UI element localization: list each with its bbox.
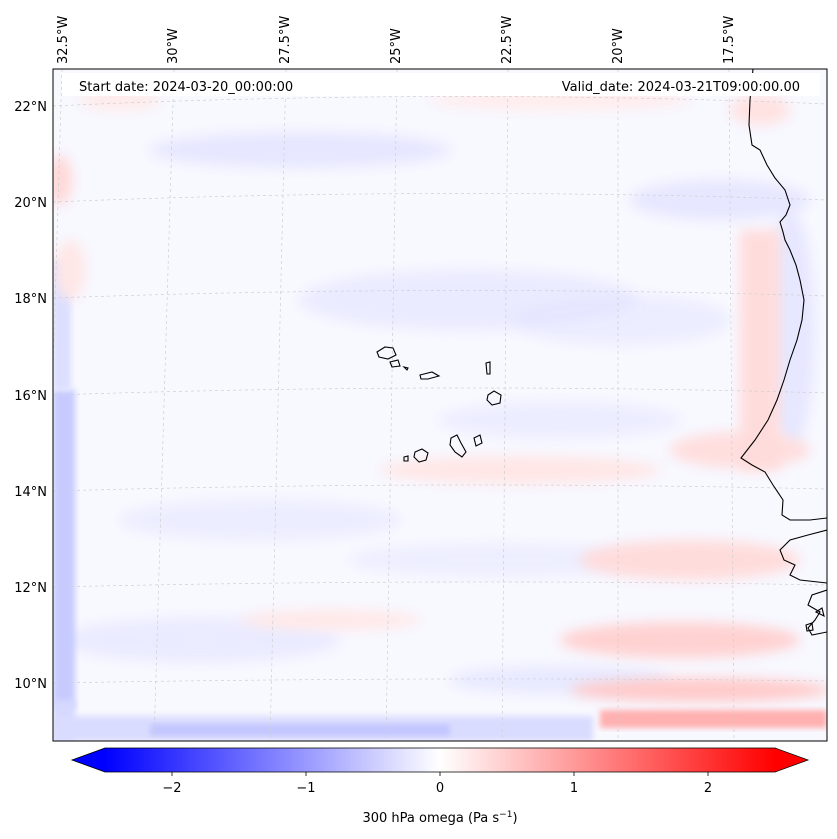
lon-label-20: 20°W xyxy=(611,28,626,64)
colorbar-extend-high xyxy=(775,748,808,772)
island-santa-luzia xyxy=(402,365,409,371)
colorbar-outline xyxy=(70,747,810,773)
gridline-lon-30 xyxy=(153,69,175,741)
bottom-right-positive-strip xyxy=(600,710,827,728)
lat-label-12: 12°N xyxy=(14,581,47,596)
island-boa-vista xyxy=(486,390,502,406)
island-sal xyxy=(485,361,491,375)
colorbar: −2 −1 0 1 2 300 hPa omega (Pa s−1) xyxy=(70,747,810,826)
lat-label-10: 10°N xyxy=(14,677,47,692)
start-date-label: Start date: 2024-03-20_00:00:00 xyxy=(79,80,293,95)
coastlines xyxy=(740,69,827,636)
island-fogo xyxy=(413,448,429,463)
gridline-lat-12 xyxy=(53,581,827,588)
lon-label-17-5: 17.5°W xyxy=(722,16,737,64)
bissagos-island xyxy=(814,607,825,618)
bijagos-island-2 xyxy=(805,622,814,632)
gridline-lon-17-5 xyxy=(728,69,735,741)
gridline-lat-16 xyxy=(53,387,827,396)
colorbar-title-exponent: −1 xyxy=(499,810,512,820)
gridline-lat-10 xyxy=(53,678,827,684)
lat-label-22: 22°N xyxy=(14,100,47,115)
gridline-lat-18 xyxy=(53,290,827,299)
lon-label-27-5: 27.5°W xyxy=(278,16,293,64)
africa-coastline-islands xyxy=(807,589,827,636)
colorbar-ticks xyxy=(171,772,709,776)
gridline-lat-20 xyxy=(53,193,827,203)
lon-label-22-5: 22.5°W xyxy=(500,16,515,64)
colorbar-title-close: ) xyxy=(512,811,517,826)
cape-verde-islands xyxy=(376,346,502,463)
lat-label-18: 18°N xyxy=(14,292,47,307)
island-sao-vicente xyxy=(389,359,401,368)
lat-label-20: 20°N xyxy=(14,196,47,211)
gridline-lon-25 xyxy=(385,69,398,741)
island-santo-antao xyxy=(376,346,397,360)
map-frame xyxy=(52,68,828,742)
left-boundary-strip xyxy=(53,390,75,710)
colorbar-title-main: 300 hPa omega (Pa s xyxy=(362,811,499,826)
lon-label-25: 25°W xyxy=(389,28,404,64)
omega-negative-patches xyxy=(60,132,815,694)
gridline-lat-14 xyxy=(53,484,827,492)
colorbar-extend-low xyxy=(72,748,105,772)
lon-label-32-5: 32.5°W xyxy=(56,16,71,64)
longitude-axis: 32.5°W 30°W 27.5°W 25°W 22.5°W 20°W 17.5… xyxy=(56,16,737,64)
island-sao-nicolau xyxy=(419,371,441,380)
date-banner xyxy=(62,73,820,96)
colorbar-tick-minus1: −1 xyxy=(296,781,315,796)
island-brava xyxy=(403,455,409,462)
gridline-lat-22 xyxy=(53,96,827,107)
gridlines xyxy=(53,69,827,741)
island-santiago xyxy=(449,434,467,458)
colorbar-tick-0: 0 xyxy=(436,781,444,796)
africa-coastline-south xyxy=(779,529,827,584)
map-panel: Start date: 2024-03-20_00:00:00 Valid_da… xyxy=(52,68,828,742)
lat-label-14: 14°N xyxy=(14,485,47,500)
omega-field xyxy=(53,90,827,741)
colorbar-body xyxy=(105,748,775,772)
gridline-lon-27-5 xyxy=(269,69,287,741)
africa-coastline xyxy=(740,69,827,521)
island-maio xyxy=(473,434,483,447)
gridline-lon-22-5 xyxy=(501,69,509,741)
colorbar-tick-2: 2 xyxy=(704,781,712,796)
valid-date-label: Valid_date: 2024-03-21T09:00:00.00 xyxy=(562,80,800,95)
latitude-axis: 22°N 20°N 18°N 16°N 14°N 12°N 10°N xyxy=(14,100,47,692)
colorbar-tick-minus2: −2 xyxy=(162,781,181,796)
colorbar-title: 300 hPa omega (Pa s−1) xyxy=(362,810,517,826)
colorbar-tick-1: 1 xyxy=(570,781,578,796)
lon-label-30: 30°W xyxy=(166,28,181,64)
lat-label-16: 16°N xyxy=(14,389,47,404)
